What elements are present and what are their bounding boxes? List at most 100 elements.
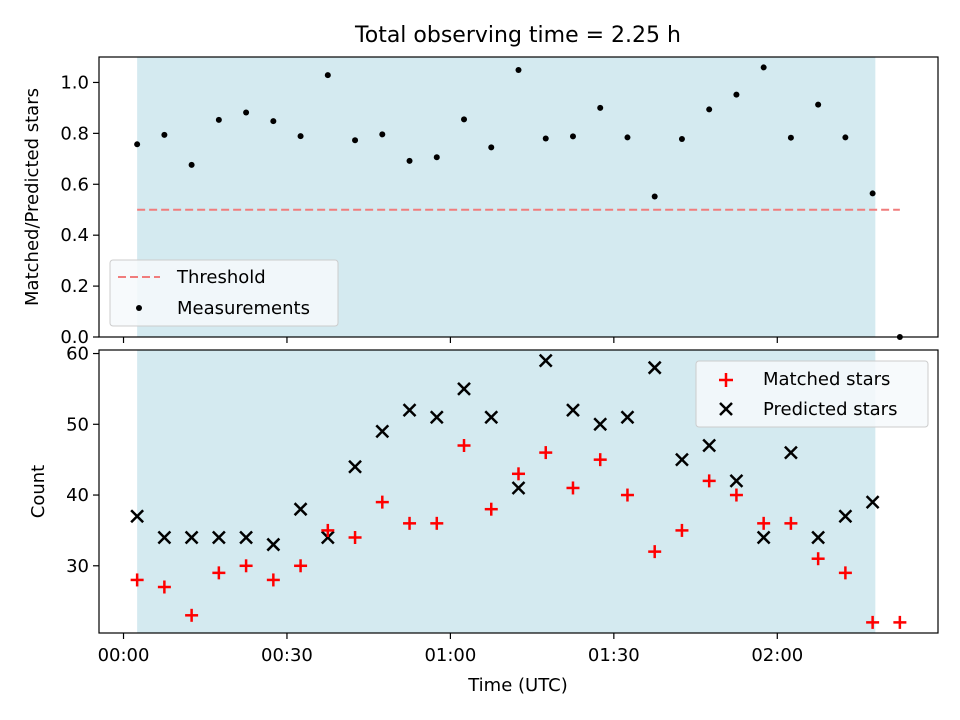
bottom-x-tick-label: 02:00 <box>751 645 803 666</box>
measurement-point <box>760 64 767 71</box>
legend-matched-swatch <box>719 373 733 387</box>
bottom-y-tick-label: 30 <box>66 556 89 577</box>
top-legend-box <box>109 259 339 327</box>
matched-star-point <box>266 573 280 587</box>
predicted-star-point <box>729 474 744 488</box>
measurement-point <box>488 144 495 151</box>
bottom-y-axis-label: Count <box>28 465 49 518</box>
matched-star-point <box>294 559 308 573</box>
predicted-star-point <box>838 509 853 524</box>
matched-star-point <box>620 488 634 502</box>
legend-predicted-label: Predicted stars <box>763 399 897 420</box>
matched-star-point <box>348 530 362 544</box>
top-y-tick-label: 0.2 <box>60 276 89 297</box>
predicted-star-point <box>293 502 308 517</box>
predicted-star-point <box>865 495 880 509</box>
top-y-tick-label: 0.8 <box>60 123 89 144</box>
measurement-point <box>433 154 440 161</box>
legend-measurements-swatch <box>136 305 142 311</box>
matched-star-point <box>784 516 798 530</box>
predicted-star-point <box>811 530 826 545</box>
bottom-x-tick-label: 01:30 <box>588 645 640 666</box>
bottom-y-tick-label: 60 <box>66 344 89 365</box>
predicted-star-point <box>675 452 689 467</box>
measurement-point <box>461 116 468 123</box>
bottom-y-tick-label: 40 <box>66 485 89 506</box>
matched-star-point <box>484 502 498 516</box>
top-y-tick-label: 0.6 <box>60 174 89 195</box>
measurement-point <box>678 135 685 142</box>
predicted-star-point <box>239 530 253 545</box>
bottom-y-axis-ticks: 30 40 50 60 <box>66 344 99 577</box>
measurement-point <box>406 157 413 164</box>
predicted-star-point <box>784 445 798 460</box>
predicted-star-point <box>756 530 771 545</box>
predicted-star-point <box>348 459 362 474</box>
predicted-star-point <box>184 530 199 545</box>
chart-title: Total observing time = 2.25 h <box>354 23 681 48</box>
predicted-star-point <box>647 360 662 375</box>
predicted-stars-points <box>130 353 880 552</box>
bottom-x-tick-label: 00:00 <box>98 645 150 666</box>
matched-star-point <box>212 566 226 580</box>
matched-star-point <box>457 439 471 453</box>
predicted-star-point <box>266 537 281 552</box>
measurement-points <box>134 64 903 340</box>
matched-star-point <box>403 516 417 530</box>
measurement-point <box>706 106 713 113</box>
matched-star-point <box>130 573 144 587</box>
matched-stars-points <box>130 439 907 629</box>
measurement-point <box>869 190 876 197</box>
matched-star-point <box>566 481 580 495</box>
matched-star-point <box>675 523 689 537</box>
top-legend: Threshold Measurements <box>109 259 339 327</box>
bottom-axes-frame <box>98 349 939 634</box>
matched-star-point <box>757 516 771 530</box>
bottom-y-tick-label: 50 <box>66 414 89 435</box>
predicted-star-point <box>484 410 499 425</box>
measurement-point <box>651 193 658 200</box>
legend-measurements-label: Measurements <box>177 298 310 319</box>
measurement-point <box>597 104 604 111</box>
matched-star-point <box>430 516 444 530</box>
predicted-star-point <box>702 438 717 453</box>
matched-star-point <box>321 523 335 537</box>
top-y-axis-label: Matched/Predicted stars <box>22 88 43 306</box>
predicted-star-point <box>457 382 471 396</box>
matched-star-point <box>512 467 525 481</box>
x-axis-label: Time (UTC) <box>467 675 568 696</box>
measurement-point <box>379 131 386 138</box>
top-y-tick-label: 0.0 <box>60 327 89 348</box>
measurement-point <box>297 133 304 140</box>
predicted-star-point <box>402 403 417 418</box>
measurement-point <box>515 66 522 73</box>
bottom-legend-box <box>695 360 929 428</box>
measurement-point <box>815 101 822 108</box>
matched-star-point <box>157 580 171 594</box>
matched-star-point <box>648 545 662 559</box>
matched-star-point <box>838 566 852 580</box>
legend-predicted-swatch <box>719 402 733 416</box>
matched-star-point <box>729 488 743 502</box>
matched-star-point <box>811 552 825 566</box>
measurement-point <box>842 134 849 141</box>
predicted-star-point <box>320 530 335 545</box>
top-x-axis-ticks <box>122 337 778 343</box>
measurement-point <box>324 72 331 79</box>
predicted-star-point <box>620 410 635 425</box>
measurement-point <box>542 135 549 142</box>
bottom-x-axis-ticks: 00:00 00:30 01:00 01:30 02:00 <box>98 633 803 666</box>
measurement-point <box>624 134 631 141</box>
predicted-star-point <box>375 424 390 439</box>
predicted-star-point <box>566 403 580 418</box>
measurement-point <box>243 109 250 116</box>
measurement-point <box>352 137 359 144</box>
predicted-star-point <box>511 481 526 495</box>
top-y-tick-label: 1.0 <box>60 72 89 93</box>
predicted-star-point <box>429 410 444 425</box>
matched-star-point <box>185 608 199 622</box>
bottom-panel: 30 40 50 60 00:00 00:30 01:00 01:30 02:00 Count… <box>28 344 939 696</box>
matched-star-point <box>893 615 907 629</box>
measurement-point <box>161 131 168 138</box>
measurement-point <box>270 118 277 125</box>
